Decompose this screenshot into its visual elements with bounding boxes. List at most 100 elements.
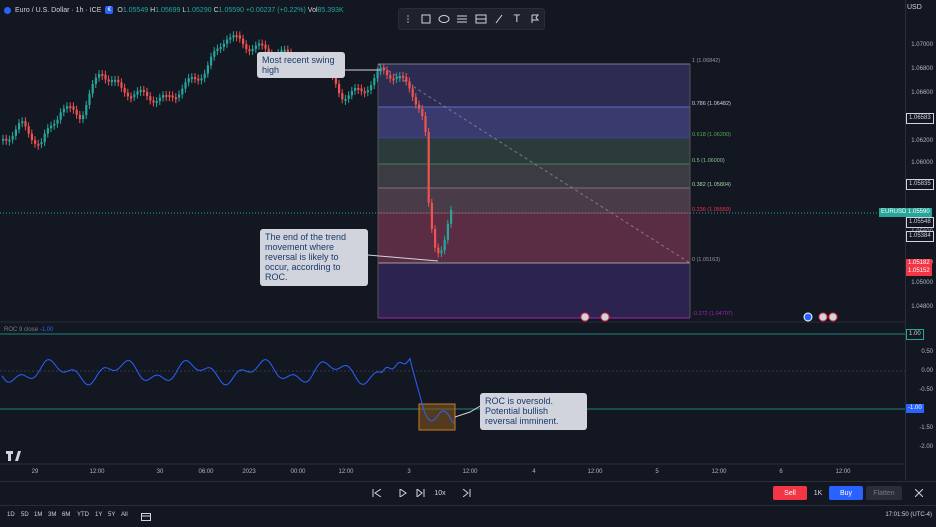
long-position-icon[interactable] [474, 12, 488, 26]
euro-badge-icon: € [105, 6, 114, 14]
buy-button[interactable]: Buy [829, 486, 863, 500]
timeframe-6m[interactable]: 6M [62, 512, 71, 518]
footer-bar: 1D 5D 1M 3M 6M YTD 1Y 5Y All 17:01:50 (UTC-4) [0, 505, 936, 527]
time-tick: 12:00 [89, 469, 105, 475]
clock[interactable]: 17:01:50 (UTC-4) [885, 512, 932, 518]
trend-line-icon[interactable] [492, 12, 506, 26]
candle [264, 44, 267, 49]
roc-tick: -1.50 [919, 425, 933, 431]
timeframe-ytd[interactable]: YTD [77, 512, 89, 518]
trend-end-pointer [367, 254, 439, 262]
ellipse-icon[interactable] [437, 12, 451, 26]
candle [165, 95, 168, 98]
fib-level-label: 0.786 (1.06482) [692, 101, 731, 107]
time-tick: 30 [156, 469, 164, 475]
candle [347, 95, 350, 99]
candle [251, 48, 254, 51]
symbol-legend: Euro / U.S. Dollar · 1h · ICE € O1.05549… [4, 4, 344, 16]
quantity-field[interactable]: 1K [810, 486, 826, 500]
fib-level-label: -0.272 (1.04707) [692, 311, 733, 317]
play-icon[interactable] [396, 486, 410, 500]
trend-end-callout[interactable]: The end of the trend movement where reve… [260, 229, 368, 286]
oversold-pointer [454, 404, 483, 418]
tradingview-logo[interactable] [6, 448, 22, 464]
fib-level-label: 0.618 (1.06200) [692, 132, 731, 138]
jump-to-start-icon[interactable] [370, 486, 384, 500]
timeframe-3m[interactable]: 3M [48, 512, 57, 518]
timeframe-5y[interactable]: 5Y [108, 512, 116, 518]
fib-zone-2 [378, 107, 690, 138]
candle [197, 78, 200, 81]
main-chart[interactable] [0, 0, 936, 480]
fib-zone-3 [378, 138, 690, 164]
candle [382, 67, 385, 71]
candle [210, 56, 213, 66]
time-tick: 12:00 [587, 469, 603, 475]
timeframe-1y[interactable]: 1Y [95, 512, 103, 518]
candle [254, 45, 257, 49]
speed-selector[interactable]: 10x [434, 489, 446, 497]
event-flag-icons[interactable] [580, 312, 838, 322]
candle [267, 48, 270, 54]
candle [430, 202, 433, 229]
candle [366, 90, 369, 93]
symbol-title[interactable]: Euro / U.S. Dollar · 1h · ICE [15, 6, 102, 14]
candle [386, 70, 389, 76]
candle [344, 98, 347, 101]
candle [117, 79, 120, 83]
drag-handle-icon[interactable] [401, 12, 415, 26]
candle [69, 106, 72, 109]
candle [72, 106, 75, 110]
roc-upper-label: 1.00 [906, 329, 924, 340]
flag-icon[interactable] [528, 12, 542, 26]
text-tool-icon[interactable]: T [513, 13, 521, 25]
candle [341, 93, 344, 100]
timeframe-5d[interactable]: 5D [21, 512, 29, 518]
fib-lines [377, 63, 691, 319]
timeframe-all[interactable]: All [121, 512, 128, 518]
candle [37, 143, 40, 146]
price-label-b2: 1.05384 [906, 231, 934, 242]
fib-zone-1 [378, 64, 690, 107]
close-icon[interactable] [913, 486, 925, 500]
candle [18, 123, 21, 130]
candle [350, 90, 353, 96]
flatten-button[interactable]: Flatten [866, 486, 902, 500]
candle [283, 49, 286, 52]
candle [418, 104, 421, 109]
currency-selector[interactable]: USD [907, 4, 922, 11]
candle [130, 96, 133, 99]
candle [101, 74, 104, 77]
price-label-red2: 1.05152 [906, 267, 932, 276]
oversold-callout[interactable]: ROC is oversold. Potential bullish rever… [480, 393, 587, 430]
time-tick: 06:00 [198, 469, 214, 475]
candle [114, 79, 117, 82]
swing-high-callout[interactable]: Most recent swing high [257, 52, 345, 78]
candle [21, 121, 24, 124]
candle [2, 138, 5, 141]
timeframe-1m[interactable]: 1M [34, 512, 43, 518]
roc-line [1, 357, 455, 424]
drawing-toolbar: T [398, 8, 545, 30]
rectangle-icon[interactable] [419, 12, 433, 26]
timeframe-1d[interactable]: 1D [7, 512, 15, 518]
candle [354, 87, 357, 91]
date-range-icon[interactable] [141, 512, 151, 523]
candle [379, 67, 382, 72]
step-forward-icon[interactable] [414, 486, 428, 500]
fib-retracement-icon[interactable] [455, 12, 469, 26]
price-tick: 1.06200 [911, 138, 933, 144]
roc-tick: 0.00 [921, 368, 933, 374]
roc-legend[interactable]: ROC 9 close -1.00 [4, 327, 54, 333]
sell-button[interactable]: Sell [773, 486, 807, 500]
candle [149, 96, 152, 101]
roc-tick: 0.50 [921, 349, 933, 355]
candle [40, 142, 43, 145]
jump-to-realtime-icon[interactable] [460, 486, 474, 500]
candle [155, 101, 158, 104]
candle [136, 91, 139, 95]
candle [414, 96, 417, 105]
candle [338, 83, 341, 94]
candle [405, 77, 408, 82]
candle [139, 89, 142, 92]
